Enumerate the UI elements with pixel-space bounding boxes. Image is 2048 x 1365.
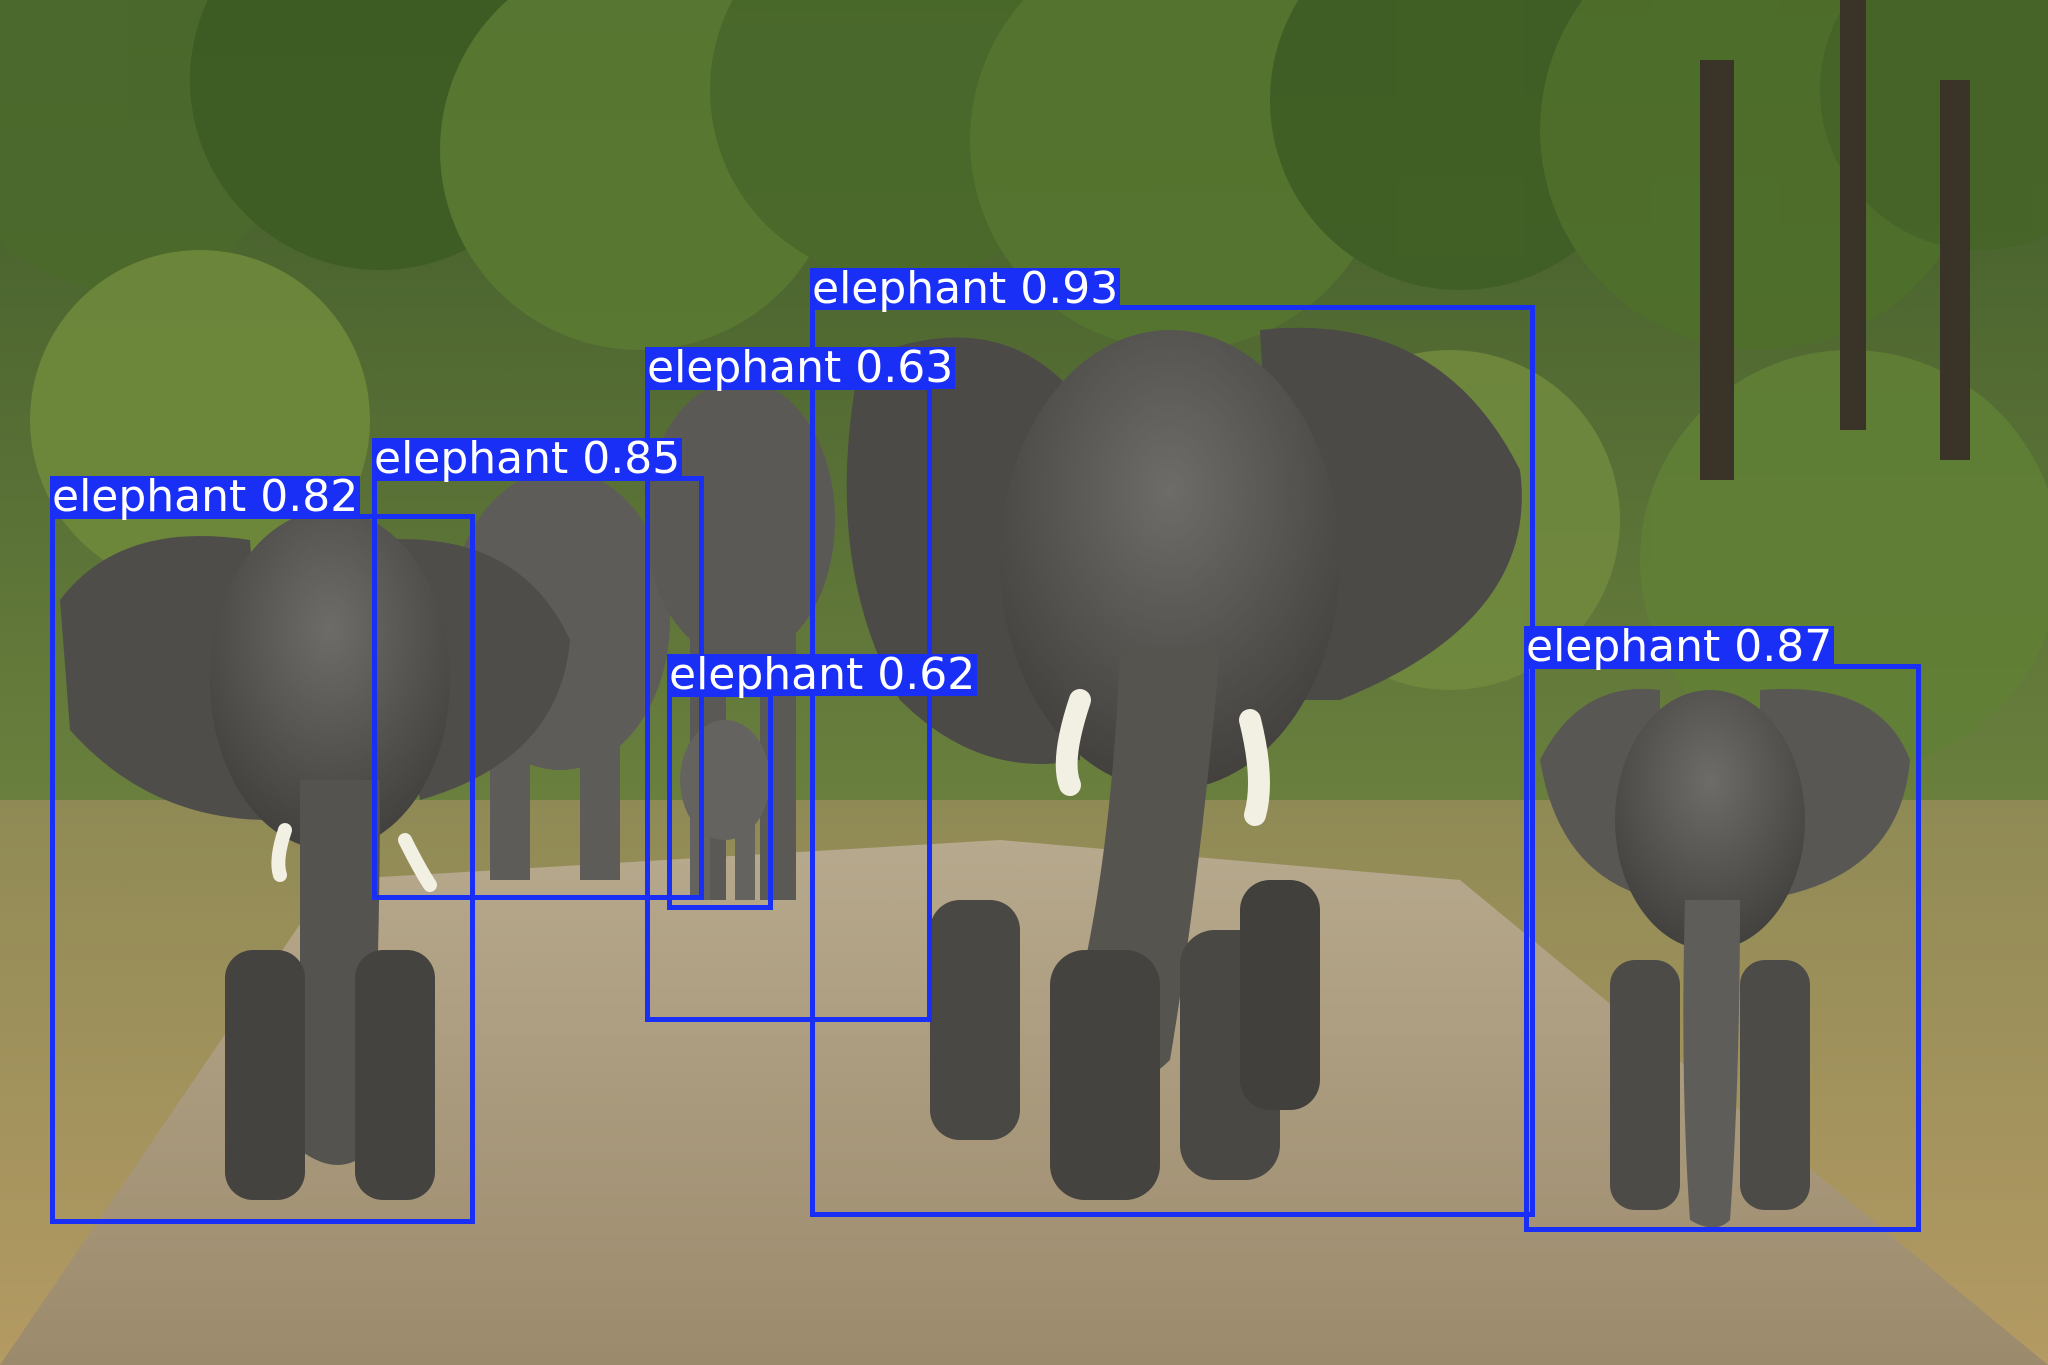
tree-trunks <box>1700 0 1970 480</box>
elephant-main <box>846 327 1522 1200</box>
detection-label-elephant-right-calf: elephant 0.87 <box>1524 621 1835 672</box>
detection-label-elephant-calf-small: elephant 0.62 <box>667 649 978 700</box>
detection-label-elephant-back-left: elephant 0.85 <box>372 433 683 484</box>
elephant-right-calf <box>1540 688 1910 1228</box>
dirt-road <box>0 840 2048 1365</box>
elephant-left <box>60 510 570 1200</box>
detection-label-elephant-main: elephant 0.93 <box>810 263 1121 314</box>
detection-label-elephant-left: elephant 0.82 <box>50 471 361 522</box>
detection-label-elephant-back-middle: elephant 0.63 <box>645 342 956 393</box>
